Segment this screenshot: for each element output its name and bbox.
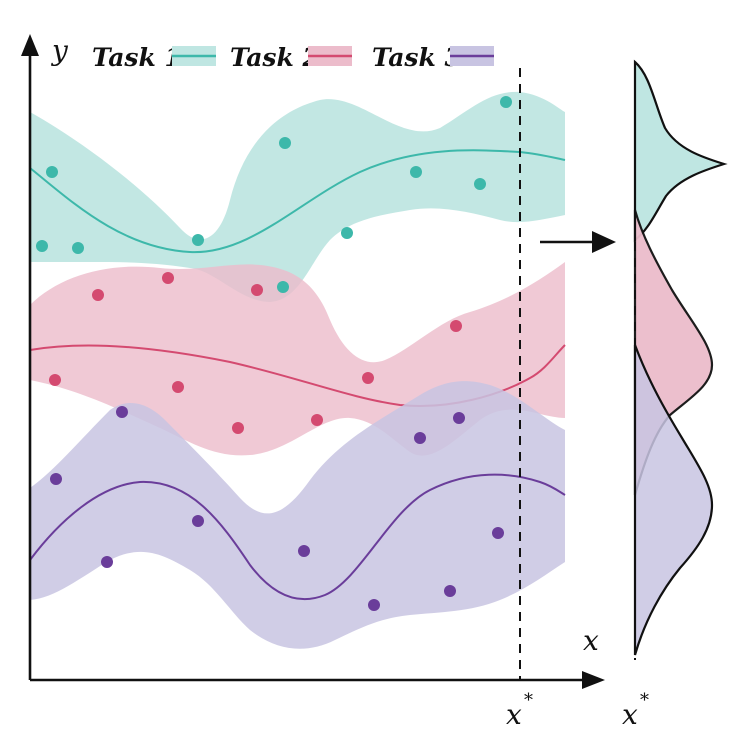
task3-point [444, 585, 456, 597]
task1-point [46, 166, 58, 178]
task3-mean-line [29, 473, 566, 601]
task1-point [474, 178, 486, 190]
task1-point [72, 242, 84, 254]
task2-point [311, 414, 323, 426]
task2-point [232, 422, 244, 434]
task2-point [92, 289, 104, 301]
task1-point [341, 227, 353, 239]
task3-confidence-band [30, 381, 565, 649]
task1-point [277, 281, 289, 293]
x-star-superscript: * [524, 690, 533, 711]
x-star-right-label: x [622, 698, 638, 731]
task1-point [410, 166, 422, 178]
task2-point [172, 381, 184, 393]
task2-point [49, 374, 61, 386]
legend: Task 1 Task 2 Task 3 [92, 43, 494, 72]
task2-point [362, 372, 374, 384]
task3-data-points [50, 406, 504, 611]
task3-point [50, 473, 62, 485]
task2-point [251, 284, 263, 296]
marginal-distributions [633, 59, 728, 660]
task3-point [492, 527, 504, 539]
task3-point [101, 556, 113, 568]
task1-point [36, 240, 48, 252]
task3-point [116, 406, 128, 418]
legend-label-task1: Task 1 [92, 43, 182, 72]
x-star-right-superscript: * [640, 690, 649, 711]
task1-confidence-band [30, 91, 565, 302]
task1-data-points [36, 96, 512, 293]
x-axis-label: x [583, 624, 599, 657]
x-axis-arrowhead [582, 671, 605, 689]
task2-mean-line [29, 344, 566, 407]
legend-label-task3: Task 3 [372, 43, 462, 72]
task3-point [453, 412, 465, 424]
task2-data-points [49, 272, 462, 434]
task1-density [633, 59, 728, 243]
task1-point [500, 96, 512, 108]
task3-density [633, 344, 714, 656]
y-axis-arrowhead [21, 34, 39, 56]
task3-point [298, 545, 310, 557]
task3-point [192, 515, 204, 527]
task1-point [279, 137, 291, 149]
task2-point [450, 320, 462, 332]
legend-label-task2: Task 2 [230, 43, 320, 72]
x-star-label: x [506, 698, 522, 731]
task3-point [368, 599, 380, 611]
task3-point [414, 432, 426, 444]
task2-point [162, 272, 174, 284]
y-axis-label: y [50, 34, 69, 67]
task1-point [192, 234, 204, 246]
right-arrow-icon [540, 231, 616, 253]
